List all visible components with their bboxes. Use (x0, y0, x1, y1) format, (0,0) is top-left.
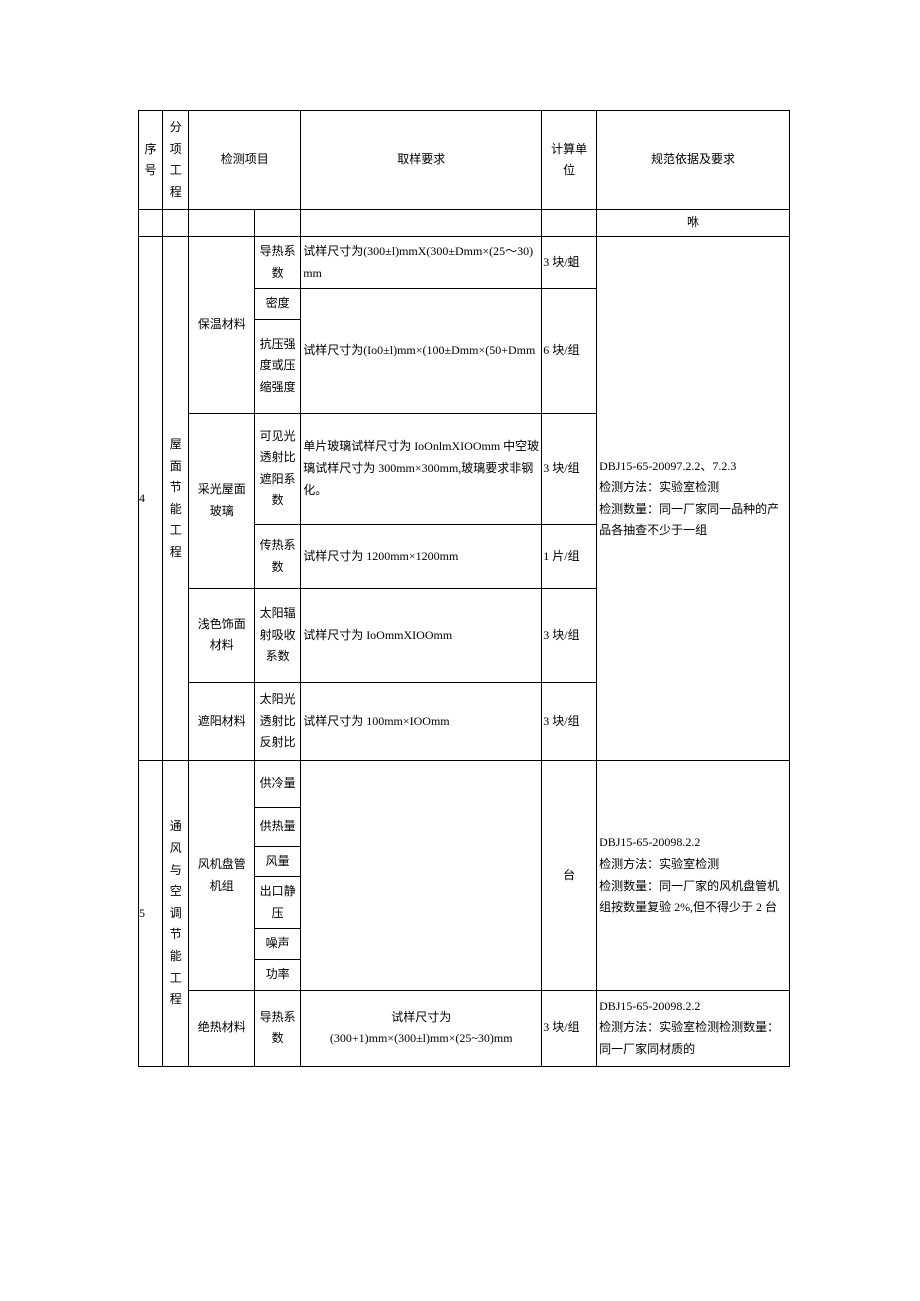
sec5-fc-req (301, 761, 542, 990)
table-row: 5 通风与空调节能工程 风机盘管机组 供冷量 台 DBJ15-65-20098.… (139, 761, 790, 808)
hdr-proj: 分项工程 (163, 111, 189, 210)
sec4-ins-p1-unit: 3 块/蛆 (542, 236, 597, 288)
sec5-fc-p5: 噪声 (255, 929, 301, 960)
sec5-ti-norm: DBJ15-65-20098.2.2 检测方法：实验室检测检测数量：同一厂家同材… (597, 990, 790, 1066)
sec4-sky-p1-unit: 3 块/组 (542, 413, 597, 524)
spacer-idx (139, 210, 163, 237)
spacer-req (301, 210, 542, 237)
hdr-unit: 计算单位 (542, 111, 597, 210)
spacer-param (255, 210, 301, 237)
sec4-sky-p1-req: 单片玻璃试样尺寸为 IoOnlmXIOOmm 中空玻璃试样尺寸为 300mm×3… (301, 413, 542, 524)
sec5-fc-p4: 出口静压 (255, 877, 301, 929)
sec5-fancoil-name: 风机盘管机组 (189, 761, 255, 990)
sec4-ins-p2-param: 密度 (255, 289, 301, 320)
sec4-idx: 4 (139, 236, 163, 761)
spacer-proj (163, 210, 189, 237)
sec5-fc-p6: 功率 (255, 960, 301, 991)
sec5-fc-p3: 风量 (255, 846, 301, 877)
sec4-sky-p2-param: 传热系数 (255, 524, 301, 588)
sec4-lf-p1-param: 太阳辐射吸收系数 (255, 589, 301, 683)
spacer-norm: 咻 (597, 210, 790, 237)
sec4-lightfinish-name: 浅色饰面材料 (189, 589, 255, 683)
sec4-ins-p1-param: 导热系数 (255, 236, 301, 288)
sec4-ins-p3-param: 抗压强度或压缩强度 (255, 319, 301, 413)
sec5-fc-p1: 供冷量 (255, 761, 301, 808)
sec4-shade-name: 遮阳材料 (189, 682, 255, 761)
sec5-ti-p1-unit: 3 块/组 (542, 990, 597, 1066)
sec4-norm: DBJ15-65-20097.2.2、7.2.3 检测方法：实验室检测 检测数量… (597, 236, 790, 761)
hdr-req: 取样要求 (301, 111, 542, 210)
sec4-sky-p1-param: 可见光透射比遮阳系数 (255, 413, 301, 524)
sec4-skylight-name: 采光屋面玻璃 (189, 413, 255, 589)
sec5-fc-unit: 台 (542, 761, 597, 990)
sec4-sky-p2-unit: 1 片/组 (542, 524, 597, 588)
sec4-shade-p1-param: 太阳光透射比反射比 (255, 682, 301, 761)
hdr-test: 检测项目 (189, 111, 301, 210)
sec4-ins-p1-req: 试样尺寸为(300±l)mmX(300±Dmm×(25～30)mm (301, 236, 542, 288)
hdr-norm: 规范依据及要求 (597, 111, 790, 210)
sec5-fc-p2: 供热量 (255, 808, 301, 847)
sec4-insulation-name: 保温材料 (189, 236, 255, 413)
sec5-ti-p1-req: 试样尺寸为 (300+1)mm×(300±l)mm×(25~30)mm (301, 990, 542, 1066)
spacer-unit (542, 210, 597, 237)
sec4-lf-p1-req: 试样尺寸为 IoOmmXIOOmm (301, 589, 542, 683)
table-row: 4 屋面节能工程 保温材料 导热系数 试样尺寸为(300±l)mmX(300±D… (139, 236, 790, 288)
sec4-proj: 屋面节能工程 (163, 236, 189, 761)
sec5-fc-norm: DBJ15-65-20098.2.2 检测方法：实验室检测 检测数量：同一厂家的… (597, 761, 790, 990)
sec4-sky-p2-req: 试样尺寸为 1200mm×1200mm (301, 524, 542, 588)
sec5-ti-p1-param: 导热系数 (255, 990, 301, 1066)
spacer-cat (189, 210, 255, 237)
sec4-shade-p1-req: 试样尺寸为 100mm×IOOmm (301, 682, 542, 761)
sec5-idx: 5 (139, 761, 163, 1066)
sec4-shade-p1-unit: 3 块/组 (542, 682, 597, 761)
hdr-idx: 序号 (139, 111, 163, 210)
sec4-ins-p2-req: 试样尺寸为(Io0±l)mm×(100±Dmm×(50+Dmm (301, 289, 542, 413)
spacer-row: 咻 (139, 210, 790, 237)
sec5-proj: 通风与空调节能工程 (163, 761, 189, 1066)
sec5-thermalins-name: 绝热材料 (189, 990, 255, 1066)
sec4-lf-p1-unit: 3 块/组 (542, 589, 597, 683)
table-row: 绝热材料 导热系数 试样尺寸为 (300+1)mm×(300±l)mm×(25~… (139, 990, 790, 1066)
sec4-ins-p2-unit: 6 块/组 (542, 289, 597, 413)
